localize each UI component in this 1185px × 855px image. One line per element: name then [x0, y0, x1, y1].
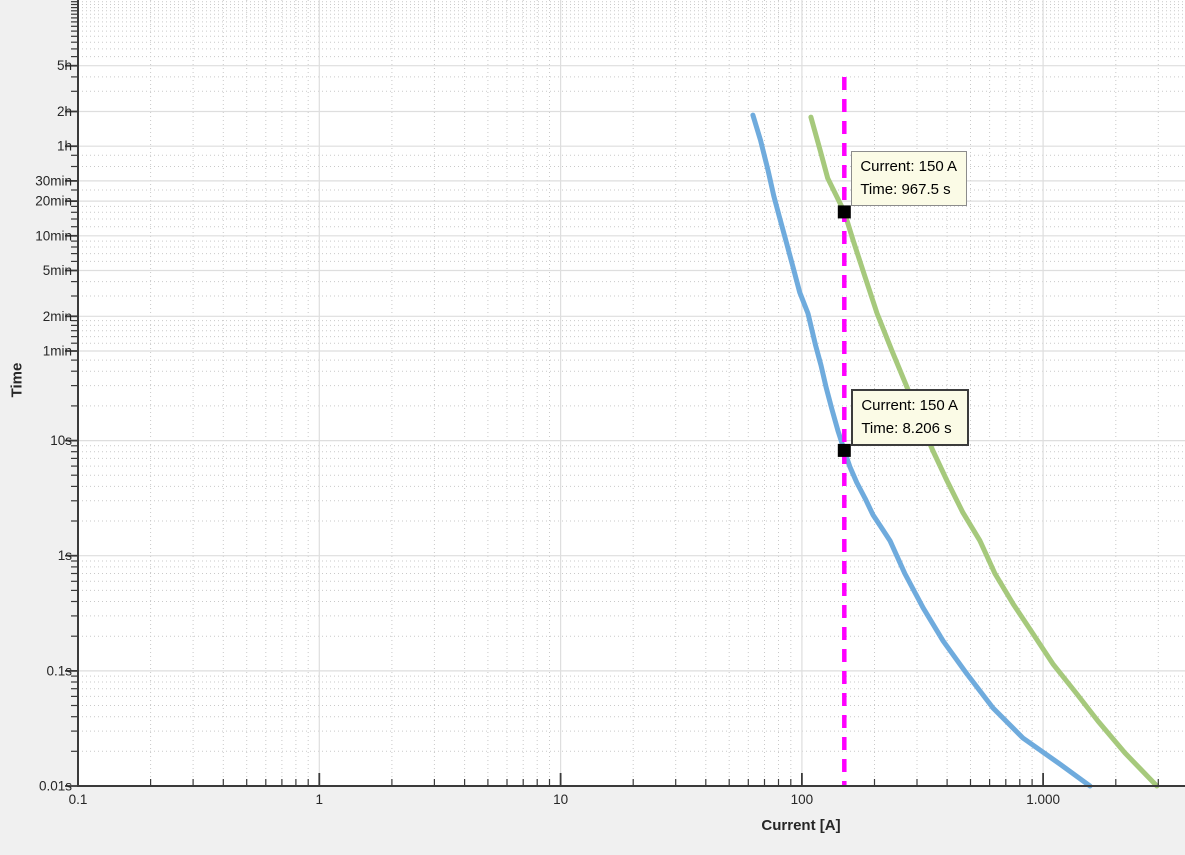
datatip-marker-1[interactable] — [837, 443, 851, 457]
svg-text:1min: 1min — [43, 344, 72, 359]
y-axis-label: Time — [8, 362, 26, 398]
x-axis-label: Current [A] — [761, 817, 841, 834]
minor-grid — [78, 0, 1185, 786]
svg-text:1.000: 1.000 — [1026, 792, 1060, 807]
svg-text:10min: 10min — [35, 228, 72, 243]
svg-text:1h: 1h — [57, 139, 72, 154]
tick-marks — [65, 1, 1159, 787]
svg-text:100: 100 — [791, 792, 814, 807]
svg-text:0.01s: 0.01s — [39, 779, 72, 794]
svg-text:10: 10 — [553, 792, 568, 807]
plot-background — [78, 0, 1185, 786]
svg-text:1: 1 — [316, 792, 324, 807]
datatip-967s[interactable]: Current: 150 A Time: 967.5 s — [851, 150, 968, 206]
svg-text:5h: 5h — [57, 58, 72, 73]
svg-text:5min: 5min — [43, 263, 72, 278]
datatip-8s[interactable]: Current: 150 A Time: 8.206 s — [851, 389, 970, 447]
svg-text:2min: 2min — [43, 309, 72, 324]
datatip-time-value: Time: 967.5 s — [860, 180, 951, 198]
axes — [77, 0, 1185, 787]
svg-text:30min: 30min — [35, 173, 72, 188]
datatip-current-value: Current: 150 A — [860, 157, 958, 175]
svg-text:1s: 1s — [58, 548, 73, 563]
datatip-current-value: Current: 150 A — [861, 397, 959, 415]
svg-text:20min: 20min — [35, 194, 72, 209]
svg-text:0.1s: 0.1s — [46, 663, 72, 678]
major-grid — [78, 0, 1185, 786]
green-curve[interactable] — [808, 114, 1160, 789]
x-tick-labels: 0.1 1 10 100 1.000 — [69, 792, 1060, 807]
svg-text:10s: 10s — [50, 433, 72, 448]
datatip-marker-0[interactable] — [837, 205, 851, 219]
datatip-time-value: Time: 8.206 s — [861, 420, 952, 438]
y-tick-labels: 0.01s 0.1s 1s 10s 1min 2min 5min 10min 20min 30mi… — [35, 58, 72, 793]
svg-text:0.1: 0.1 — [69, 792, 88, 807]
svg-text:2h: 2h — [57, 104, 72, 119]
